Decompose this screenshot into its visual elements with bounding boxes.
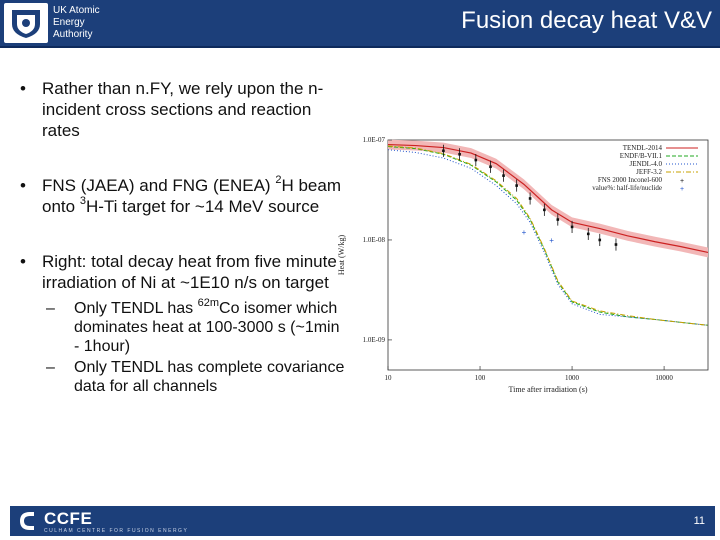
data-marker: + — [522, 228, 527, 237]
data-point — [556, 218, 560, 221]
text-run: Co isomer which dominates heat at 100-30… — [74, 300, 340, 355]
data-point — [458, 152, 461, 156]
crest-icon — [4, 3, 48, 43]
data-point — [489, 165, 492, 169]
bullet-text: Right: total decay heat from five minute… — [42, 252, 337, 292]
data-point — [515, 184, 518, 187]
data-marker: + — [549, 236, 554, 245]
text-run: Only TENDL has complete covariance data … — [74, 359, 345, 395]
legend-label: value%: half-life/nuclide — [592, 184, 662, 192]
legend-label: JEFF-3.2 — [636, 168, 662, 176]
org-line: Energy — [53, 17, 85, 28]
text-run: Rather than n.FY, we rely upon the n-inc… — [42, 79, 324, 140]
bullet-item: • Rather than n.FY, we rely upon the n-i… — [18, 78, 348, 141]
ukaea-logo: UK Atomic Energy Authority — [4, 3, 114, 43]
x-axis-label: Time after irradiation (s) — [508, 385, 587, 394]
ccfe-mark-icon — [20, 512, 34, 530]
y-tick-label: 1.0E-08 — [363, 236, 386, 244]
data-point — [598, 238, 602, 242]
series-jeff-3-2 — [387, 145, 709, 326]
bullet-text: Rather than n.FY, we rely upon the n-inc… — [42, 79, 323, 140]
y-axis-label: Heat (W/kg) — [337, 235, 346, 276]
chart-legend: TENDL-2014ENDF/B-VII.1JENDL-4.0JEFF-3.2F… — [592, 144, 698, 193]
data-point — [543, 208, 546, 212]
legend-swatch: + — [680, 178, 684, 185]
plot-frame — [387, 139, 709, 371]
legend-label: FNS 2000 Inconel-600 — [598, 176, 663, 184]
plot-area: ++ — [387, 139, 709, 326]
data-point — [528, 197, 532, 200]
x-tick-label: 1000 — [565, 374, 580, 382]
text-run: H beam onto — [42, 176, 341, 216]
slide-footer: CCFE CULHAM CENTRE FOR FUSION ENERGY 11 — [10, 506, 715, 536]
page-number: 11 — [693, 515, 705, 527]
data-point — [614, 243, 618, 246]
data-point — [442, 149, 445, 153]
legend-label: TENDL-2014 — [623, 144, 663, 152]
legend-label: ENDF/B-VII.1 — [620, 152, 663, 160]
x-tick-label: 100 — [475, 374, 486, 382]
text-run: H-Ti target for ~14 MeV source — [85, 197, 320, 216]
slide-title: Fusion decay heat V&V — [461, 7, 712, 34]
superscript: 3 — [79, 195, 86, 208]
organisation-name: UK Atomic Energy Authority — [53, 5, 100, 41]
sub-bullet-item: – Only TENDL has complete covariance dat… — [18, 358, 348, 396]
y-tick-label: 1.0E-07 — [363, 136, 386, 144]
sub-bullet-text: Only TENDL has 62mCo isomer which domina… — [74, 296, 340, 355]
ccfe-subtext: CULHAM CENTRE FOR FUSION ENERGY — [44, 528, 189, 534]
legend-label: JENDL-4.0 — [630, 160, 663, 168]
org-line: UK Atomic — [53, 5, 100, 16]
y-tick-label: 1.0E-09 — [363, 336, 386, 344]
x-tick-label: 10000 — [655, 374, 673, 382]
data-point — [502, 174, 505, 177]
ccfe-wordmark: CCFE — [44, 509, 93, 528]
sub-bullet-item: – Only TENDL has 62mCo isomer which domi… — [18, 296, 348, 356]
bullet-item: • FNS (JAEA) and FNG (ENEA) 2H beam onto… — [18, 175, 348, 217]
sub-bullet-marker: – — [46, 359, 55, 376]
bullet-text: FNS (JAEA) and FNG (ENEA) 2H beam onto 3… — [42, 174, 341, 216]
superscript: 62m — [197, 296, 220, 309]
sub-bullet-text: Only TENDL has complete covariance data … — [74, 359, 344, 395]
text-run: Right: total decay heat from five minute… — [42, 252, 337, 292]
bullet-marker: • — [20, 79, 26, 98]
axis-ticks: 10 100 1000 10000 1.0E-07 1.0E-08 1.0E-09 — [363, 136, 674, 382]
text-run: Only TENDL has — [74, 300, 198, 317]
superscript: 2 — [275, 174, 282, 187]
sub-bullet-marker: – — [46, 300, 55, 317]
bullet-item: • Right: total decay heat from five minu… — [18, 251, 348, 293]
text-run: FNS (JAEA) and FNG (ENEA) — [42, 176, 276, 195]
data-point — [474, 158, 478, 162]
legend-swatch: + — [680, 186, 684, 193]
slide-header: UK Atomic Energy Authority Fusion decay … — [0, 0, 720, 48]
bullet-marker: • — [20, 252, 26, 271]
data-point — [570, 225, 574, 229]
bullet-marker: • — [20, 176, 26, 195]
data-point — [586, 232, 590, 236]
bullet-list: • Rather than n.FY, we rely upon the n-i… — [18, 78, 348, 396]
x-tick-label: 10 — [385, 374, 393, 382]
org-line: Authority — [53, 29, 93, 40]
